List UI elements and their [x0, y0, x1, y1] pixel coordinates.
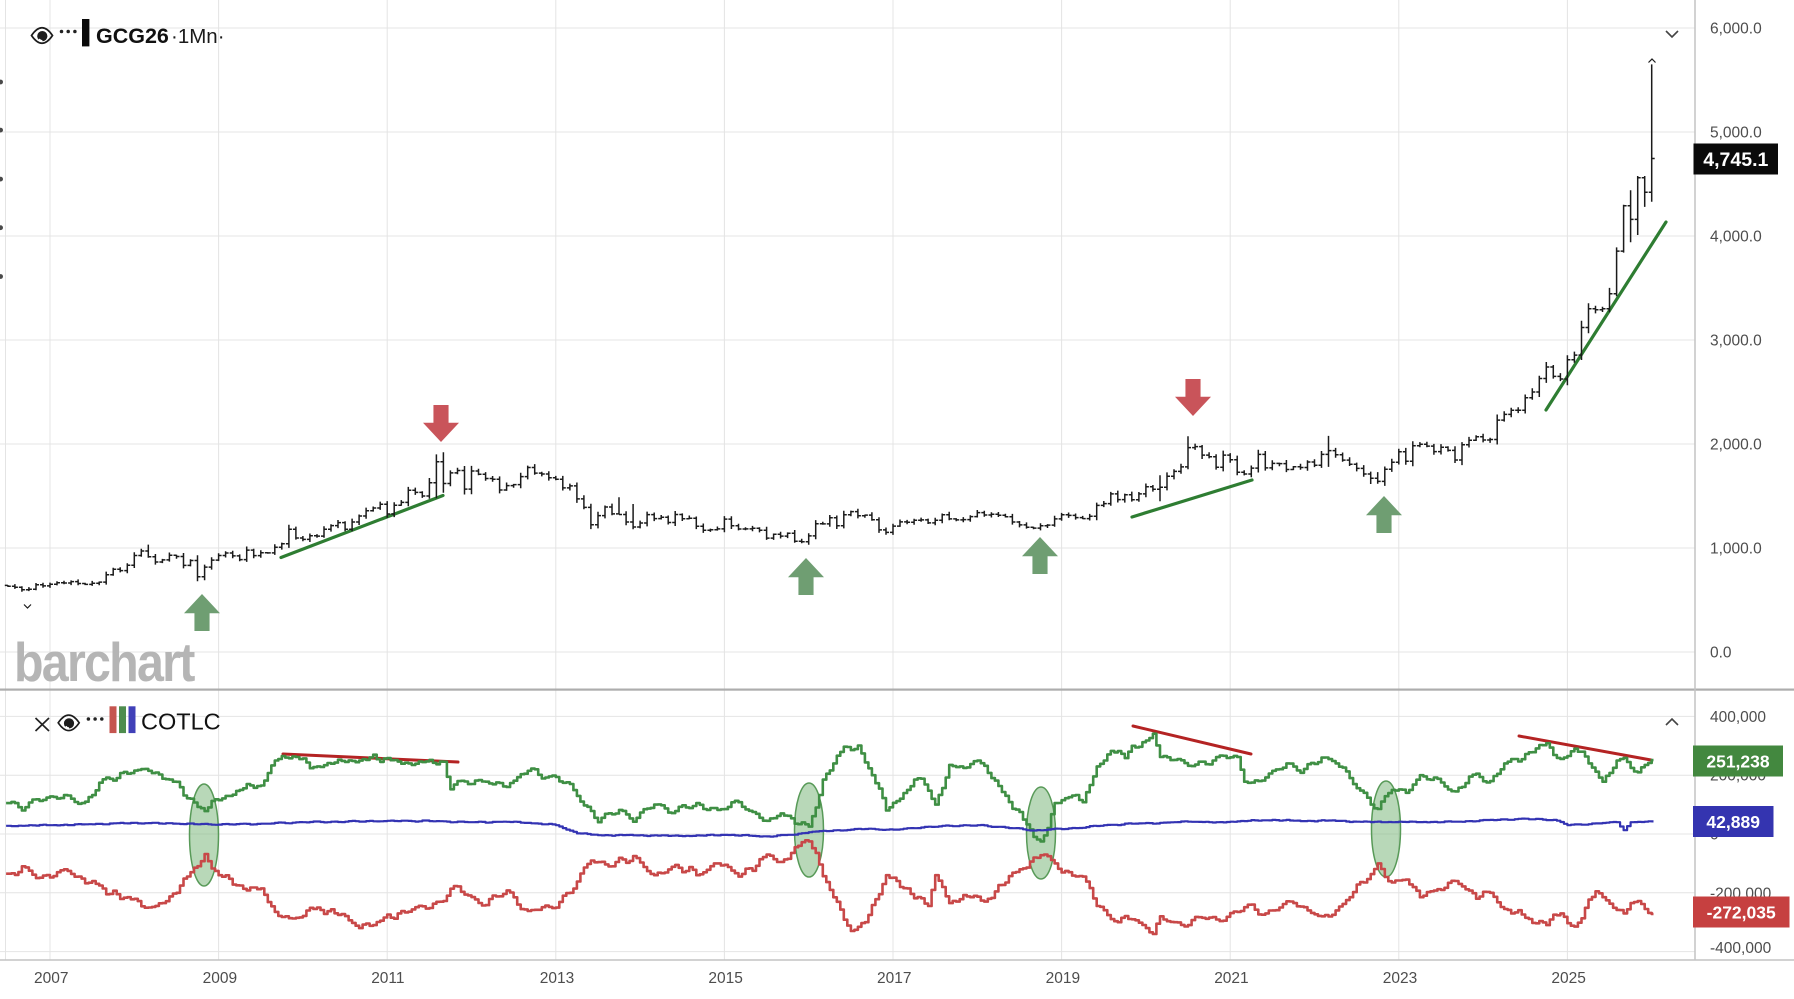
svg-text:4,000.0: 4,000.0	[1710, 229, 1762, 246]
svg-text:2021: 2021	[1214, 970, 1248, 987]
svg-text:2015: 2015	[708, 970, 742, 987]
svg-text:barchart: barchart	[14, 631, 195, 693]
svg-text:3,000.0: 3,000.0	[1710, 333, 1762, 350]
svg-text:-400,000: -400,000	[1710, 940, 1772, 957]
svg-text:1,000.0: 1,000.0	[1710, 541, 1762, 558]
svg-text:251,238: 251,238	[1706, 751, 1770, 771]
svg-text:2007: 2007	[34, 970, 68, 987]
svg-text:4,745.1: 4,745.1	[1703, 149, 1768, 171]
svg-text:COTLC: COTLC	[141, 709, 221, 735]
svg-text:400,000: 400,000	[1710, 709, 1766, 726]
svg-text:-272,035: -272,035	[1707, 902, 1776, 922]
svg-text:GCG26: GCG26	[96, 24, 169, 48]
svg-text:2023: 2023	[1383, 970, 1417, 987]
svg-text:2025: 2025	[1551, 970, 1585, 987]
svg-text:·1Mn·: ·1Mn·	[171, 25, 225, 48]
svg-text:6,000.0: 6,000.0	[1710, 21, 1762, 38]
svg-text:2,000.0: 2,000.0	[1710, 437, 1762, 454]
svg-text:2011: 2011	[371, 970, 404, 987]
svg-text:5,000.0: 5,000.0	[1710, 125, 1762, 142]
svg-text:2019: 2019	[1046, 970, 1080, 987]
svg-text:2009: 2009	[203, 970, 237, 987]
svg-text:42,889: 42,889	[1706, 812, 1760, 832]
svg-text:0.0: 0.0	[1710, 645, 1732, 662]
svg-text:2017: 2017	[877, 970, 911, 987]
svg-text:2013: 2013	[540, 970, 574, 987]
